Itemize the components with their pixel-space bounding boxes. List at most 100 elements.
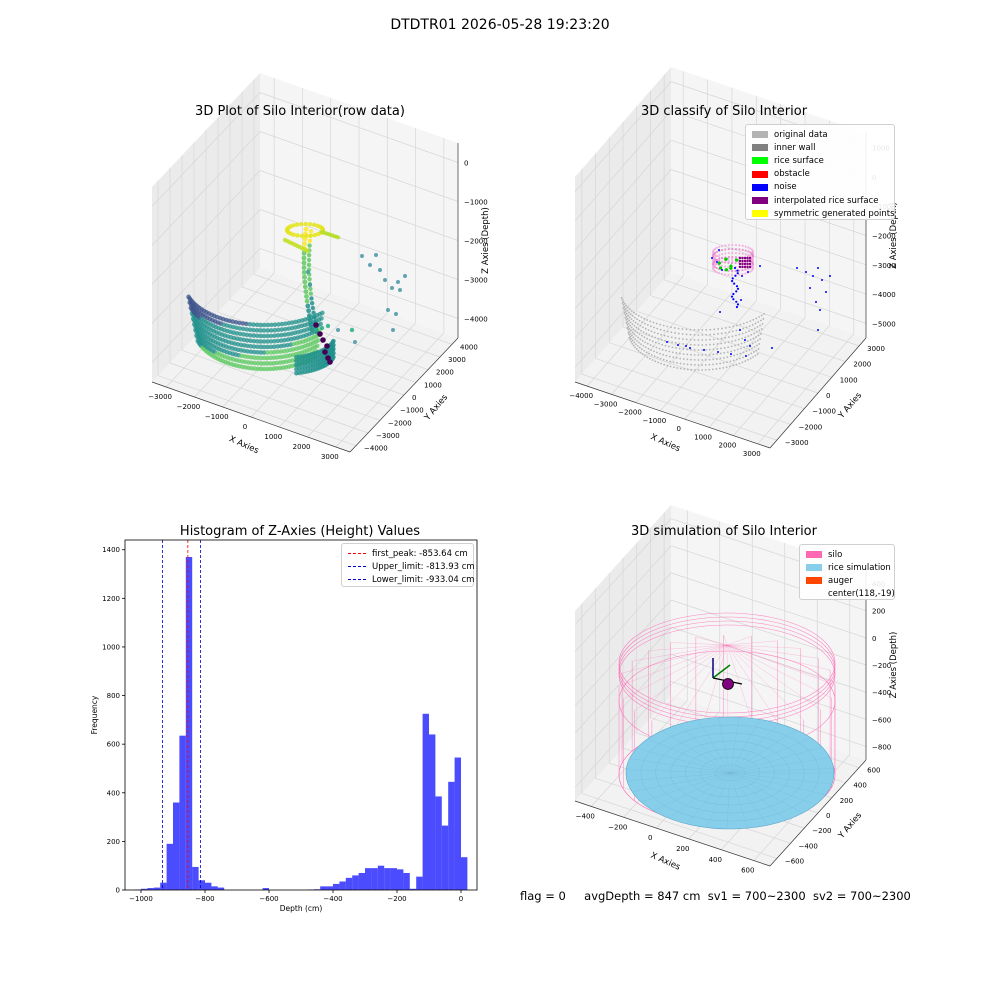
original-data-point (681, 328, 684, 330)
x-tick-label: 0 (459, 895, 463, 903)
data-point (258, 328, 263, 333)
data-point (272, 327, 278, 333)
original-data-point (729, 355, 732, 358)
original-data-point (635, 313, 638, 316)
y-gridline (581, 793, 777, 859)
original-data-point (623, 305, 626, 308)
original-data-point (652, 345, 655, 348)
original-data-point (738, 362, 741, 365)
original-data-point (712, 348, 715, 351)
noise-point (819, 309, 821, 311)
original-data-point (637, 323, 639, 326)
original-data-point (672, 356, 675, 359)
data-point (378, 268, 382, 272)
z-tick-label: −4000 (872, 291, 896, 299)
data-point (304, 294, 309, 299)
original-data-point (689, 333, 692, 336)
original-data-point (659, 328, 662, 331)
original-data-point (732, 359, 735, 362)
data-point (308, 233, 313, 238)
interpolated-point (727, 257, 730, 260)
original-data-point (727, 346, 730, 349)
data-point (302, 279, 308, 285)
original-data-point (639, 324, 642, 327)
data-point (394, 312, 398, 316)
x-tick-label: −400 (323, 895, 342, 903)
original-data-point (731, 340, 733, 343)
original-data-point (622, 303, 625, 306)
z-tick-label: −3000 (872, 262, 896, 270)
rice-simulation (625, 716, 835, 830)
y-axis-title: Frequency (90, 695, 99, 734)
data-point (258, 344, 264, 350)
original-data-point (632, 344, 635, 347)
data-point (319, 316, 324, 321)
original-data-point (722, 361, 725, 364)
original-data-point (749, 357, 752, 360)
silo-roof-line (674, 644, 728, 729)
original-data-point (646, 324, 649, 326)
original-data-point (756, 326, 759, 328)
original-data-point (678, 342, 681, 345)
data-point (248, 343, 254, 349)
original-data-point (734, 339, 737, 342)
y-axis-line (769, 337, 867, 449)
interpolated-point (721, 261, 724, 264)
interpolated-point (731, 243, 734, 247)
original-data-point (628, 308, 631, 311)
original-data-point (636, 340, 638, 342)
original-data-point (724, 326, 727, 329)
data-point (261, 322, 267, 328)
data-point (302, 284, 308, 290)
original-data-point (689, 348, 692, 351)
original-data-point (682, 353, 685, 355)
original-data-point (742, 327, 745, 330)
original-data-point (756, 339, 759, 342)
interpolated-point (718, 253, 721, 256)
original-data-point (649, 320, 652, 323)
original-data-point (741, 361, 744, 364)
noise-point (812, 275, 814, 277)
z-tick-label: −200 (872, 662, 891, 670)
original-data-point (701, 334, 704, 336)
data-point (336, 328, 340, 332)
data-point (279, 321, 285, 327)
data-point (271, 349, 277, 355)
data-point (294, 370, 299, 376)
silo-roof-line (695, 636, 728, 646)
interpolated-point (713, 251, 717, 255)
original-data-point (720, 337, 723, 340)
original-data-point (637, 328, 640, 331)
original-data-point (759, 324, 761, 327)
noise-point (711, 257, 713, 259)
original-data-point (697, 349, 700, 351)
data-point (251, 349, 257, 355)
z-tick-label: −600 (872, 716, 891, 724)
original-data-point (653, 350, 655, 353)
original-data-point (726, 356, 729, 359)
interpolated-point (731, 255, 734, 259)
original-data-point (709, 343, 711, 346)
z-gridline (151, 170, 261, 285)
interpolated-point (751, 249, 754, 252)
original-data-point (663, 334, 666, 337)
histogram-bar (217, 887, 225, 890)
data-point (320, 310, 325, 316)
original-data-point (642, 331, 645, 334)
original-data-point (643, 349, 646, 352)
original-data-point (753, 332, 756, 335)
x-tick-label: −1000 (205, 413, 229, 421)
original-data-point (708, 353, 711, 356)
data-point (279, 332, 284, 338)
original-data-point (693, 363, 696, 366)
original-data-point (667, 340, 670, 343)
data-point (324, 343, 330, 349)
histogram-bar (409, 888, 417, 890)
original-data-point (627, 328, 630, 331)
legend-item: obstacle (752, 168, 888, 181)
histogram-bar (211, 886, 218, 890)
data-point (307, 243, 312, 248)
original-data-point (686, 368, 689, 371)
original-data-point (661, 348, 664, 351)
data-point (325, 323, 331, 329)
